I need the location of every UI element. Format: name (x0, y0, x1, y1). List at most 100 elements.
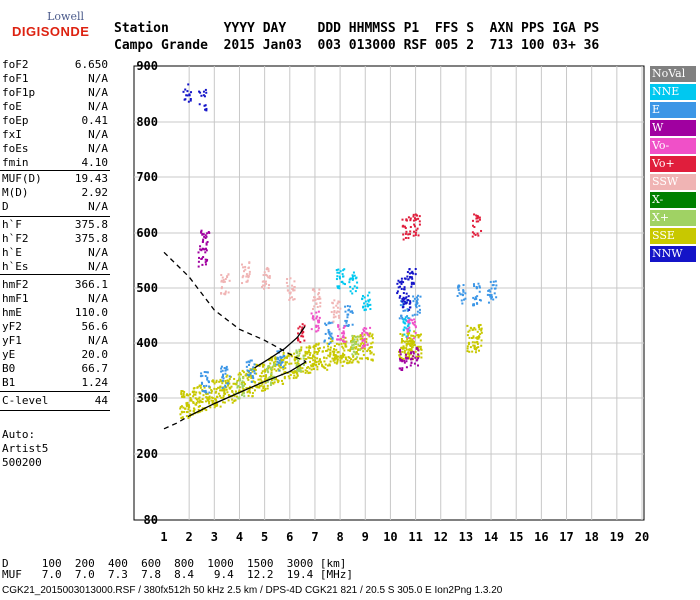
data-point-vo (297, 332, 300, 335)
data-point-e (494, 287, 497, 290)
data-point-sse (306, 370, 309, 373)
data-point-sse (311, 357, 314, 360)
data-point-vo (366, 333, 369, 336)
data-point-e (226, 368, 229, 371)
data-point-e (398, 317, 401, 320)
data-point-e (224, 372, 227, 375)
param-value: 66.7 (81, 362, 109, 375)
data-point-sse (233, 399, 236, 402)
data-point-sse (401, 334, 404, 337)
data-point-x (237, 384, 240, 387)
data-point-ssw (262, 284, 265, 287)
data-point-ssw (261, 285, 264, 288)
data-point-sse (228, 378, 231, 381)
data-point-sse (282, 382, 285, 385)
data-point-w (202, 238, 205, 241)
data-point-sse (214, 397, 217, 400)
data-point-ssw (245, 275, 248, 278)
data-point-ssw (332, 306, 335, 309)
data-point-sse (407, 340, 410, 343)
param-value: 366.1 (74, 278, 108, 291)
data-point-sse (192, 401, 195, 404)
data-point-ssw (262, 274, 265, 277)
data-point-sse (290, 362, 293, 365)
data-point-e (251, 375, 254, 378)
data-point-vo (402, 233, 405, 236)
data-point-sse (339, 361, 342, 364)
y-tick-label: 400 (136, 336, 158, 350)
data-point-e (472, 283, 475, 286)
data-point-vo (414, 325, 417, 328)
data-point-e (416, 310, 419, 313)
data-point-nnw (407, 278, 410, 281)
data-point-sse (308, 353, 311, 356)
x-tick-label: 1 (160, 530, 167, 544)
data-point-ssw (337, 314, 340, 317)
data-point-sse (308, 367, 311, 370)
data-point-ssw (262, 280, 265, 283)
data-point-e (220, 365, 223, 368)
curve-trace (254, 326, 306, 369)
data-point-ssw (244, 265, 247, 268)
data-point-sse (402, 346, 405, 349)
data-point-x (295, 351, 298, 354)
data-point-sse (286, 355, 289, 358)
x-tick-label: 16 (534, 530, 548, 544)
data-point-vo (311, 317, 314, 320)
data-point-sse (182, 394, 185, 397)
lowell-digisonde-logo: Lowell DIGISONDE (4, 8, 104, 44)
data-point-vo (407, 233, 410, 236)
data-point-e (415, 299, 418, 302)
data-point-ssw (266, 274, 269, 277)
param-value: 375.8 (74, 218, 108, 231)
data-point-sse (325, 349, 328, 352)
data-point-w (412, 355, 415, 358)
data-point-vo (301, 326, 304, 329)
data-point-sse (307, 366, 310, 369)
header-row2: Campo Grande 2015 Jan03 003 013000 RSF 0… (114, 38, 600, 53)
data-point-vo (473, 226, 476, 229)
data-point-sse (414, 335, 417, 338)
data-point-sse (347, 349, 350, 352)
param-fof2: foF2 6.650 (2, 58, 108, 72)
data-point-sse (324, 367, 327, 370)
data-point-sse (295, 376, 298, 379)
param-fxi: fxI N/A (2, 128, 108, 142)
data-point-nnw (204, 104, 207, 107)
data-point-sse (318, 349, 321, 352)
data-point-sse (181, 411, 184, 414)
data-point-nnw (182, 90, 185, 93)
data-point-sse (278, 365, 281, 368)
data-point-sse (286, 361, 289, 364)
data-point-sse (360, 342, 363, 345)
data-point-sse (480, 327, 483, 330)
data-point-sse (186, 410, 189, 413)
data-point-sse (324, 363, 327, 366)
data-point-sse (480, 344, 483, 347)
data-point-x (266, 369, 269, 372)
data-point-sse (218, 394, 221, 397)
data-point-sse (316, 353, 319, 356)
data-point-sse (236, 379, 239, 382)
data-point-vo (407, 330, 410, 333)
data-point-sse (419, 347, 422, 350)
param-yf2: yF2 56.6 (2, 320, 108, 334)
data-point-sse (243, 381, 246, 384)
data-point-sse (367, 348, 370, 351)
data-point-vo (413, 217, 416, 220)
data-point-w (203, 235, 206, 238)
data-point-ssw (268, 284, 271, 287)
data-point-nnw (409, 300, 412, 303)
data-point-ssw (332, 313, 335, 316)
data-point-sse (478, 336, 481, 339)
data-point-nnw (203, 95, 206, 98)
data-point-x (297, 366, 300, 369)
data-point-sse (227, 399, 230, 402)
data-point-x (266, 380, 269, 383)
data-point-sse (203, 386, 206, 389)
data-point-sse (192, 410, 195, 413)
data-point-sse (249, 374, 252, 377)
data-point-sse (222, 396, 225, 399)
data-point-e (207, 380, 210, 383)
param-key: h`F (2, 218, 22, 231)
